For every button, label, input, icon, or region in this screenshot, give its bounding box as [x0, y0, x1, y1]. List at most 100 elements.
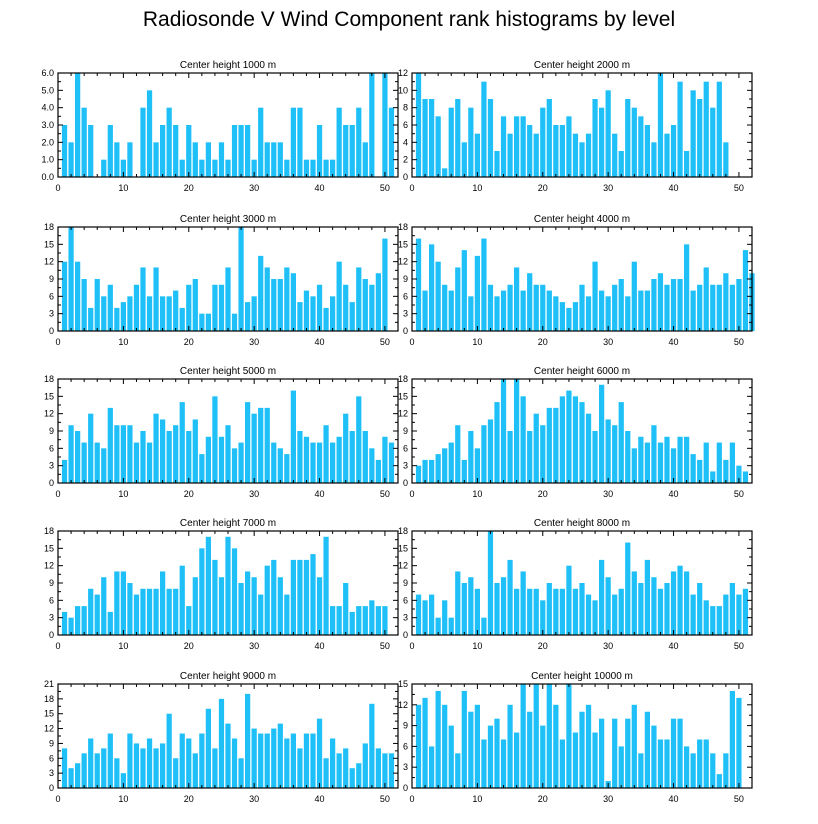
histogram-bar: [559, 302, 565, 331]
y-tick-label: 18: [44, 222, 54, 232]
histogram-bar: [153, 588, 159, 635]
y-tick-label: 18: [44, 694, 54, 704]
y-tick-label: 2: [403, 155, 408, 165]
histogram-bar: [120, 571, 126, 635]
y-tick-label: 12: [44, 724, 54, 734]
y-tick-label: 4: [403, 137, 408, 147]
histogram-bar: [500, 290, 507, 331]
y-tick-label: 10: [398, 85, 408, 95]
histogram-bar: [546, 99, 552, 177]
histogram-bar: [677, 279, 683, 331]
x-tick-label: 0: [55, 489, 60, 499]
histogram-bar: [343, 413, 349, 483]
histogram-bar: [362, 431, 368, 483]
histogram-bar: [284, 594, 290, 635]
histogram-bar: [657, 273, 664, 331]
histogram-bar: [527, 431, 533, 483]
page-title: Radiosonde V Wind Component rank histogr…: [142, 8, 676, 31]
y-tick-label: 0.0: [41, 172, 54, 182]
histogram-bar: [559, 739, 565, 788]
histogram-bar: [68, 768, 74, 788]
histogram-bar: [729, 442, 735, 483]
histogram-bar: [657, 739, 664, 788]
histogram-bar: [88, 738, 94, 788]
histogram-bar: [579, 583, 585, 635]
histogram-bar: [618, 746, 624, 788]
histogram-bar: [533, 588, 539, 635]
y-tick-label: 18: [44, 526, 54, 536]
histogram-bar: [742, 588, 749, 635]
x-tick-label: 30: [249, 794, 259, 804]
histogram-bar: [677, 718, 683, 788]
y-tick-label: 15: [44, 391, 54, 401]
histogram-bar: [101, 159, 107, 177]
histogram-bar: [429, 244, 435, 331]
histogram-bar: [258, 733, 264, 788]
histogram-bar: [88, 125, 94, 177]
x-tick-label: 50: [734, 183, 744, 193]
histogram-bar: [716, 284, 722, 331]
histogram-bar: [677, 81, 683, 177]
histogram-bar: [697, 739, 703, 788]
histogram-bar: [442, 284, 448, 331]
histogram-bar: [585, 704, 592, 788]
histogram-bar: [422, 290, 428, 331]
histogram-bar: [225, 425, 231, 483]
histogram-bar: [572, 588, 579, 635]
histogram-bar: [192, 142, 198, 177]
histogram-bar: [618, 588, 624, 635]
histogram-bar: [153, 413, 159, 483]
histogram-bar: [179, 307, 185, 331]
x-tick-label: 20: [184, 183, 194, 193]
histogram-bar: [343, 748, 349, 788]
histogram-bar: [579, 402, 585, 483]
histogram-bar: [736, 279, 742, 331]
histogram-bar: [677, 436, 683, 483]
histogram-bar: [127, 425, 133, 483]
histogram-bar: [271, 728, 277, 788]
histogram-bar: [415, 238, 422, 331]
histogram-bar: [514, 732, 520, 788]
histogram-bar: [736, 465, 742, 483]
histogram-bar: [68, 227, 74, 331]
histogram-bar: [559, 125, 565, 177]
panel-title: Center height 7000 m: [180, 518, 276, 529]
histogram-panel-8: Center height 8000 m 0 10 20 30 40 50 0 3 6 9 12 15 1…: [398, 518, 753, 651]
histogram-bar: [120, 302, 126, 331]
x-tick-label: 50: [380, 489, 390, 499]
histogram-bar: [107, 611, 113, 635]
histogram-bar: [303, 559, 310, 635]
histogram-bar: [487, 419, 494, 483]
histogram-bar: [670, 125, 677, 177]
y-tick-label: 15: [44, 709, 54, 719]
histogram-bar: [657, 588, 664, 635]
histogram-bar: [697, 459, 703, 483]
histogram-bar: [61, 459, 68, 483]
x-tick-label: 20: [538, 183, 548, 193]
histogram-bar: [638, 753, 644, 788]
histogram-bar: [487, 284, 494, 331]
histogram-bar: [697, 583, 703, 635]
histogram-bar: [258, 107, 264, 177]
histogram-bar: [723, 753, 729, 788]
histogram-panel-2: Center height 2000 m 0 10 20 30 40 50 0 2 4 6 8 10 12: [398, 60, 753, 193]
histogram-bar: [388, 753, 395, 788]
histogram-bar: [88, 413, 94, 483]
histogram-bar: [140, 748, 146, 788]
histogram-bar: [468, 711, 474, 788]
x-tick-label: 0: [409, 641, 414, 651]
histogram-bar: [670, 448, 677, 483]
histogram-bar: [160, 125, 166, 177]
histogram-bar: [199, 313, 205, 331]
histogram-bar: [644, 125, 650, 177]
histogram-bar: [218, 698, 225, 788]
histogram-panel-6: Center height 6000 m 0 10 20 30 40 50 0 3 6 9 12 15 1…: [398, 366, 753, 499]
histogram-bar: [336, 606, 342, 635]
x-tick-label: 50: [380, 183, 390, 193]
panel-title: Center height 3000 m: [180, 214, 276, 225]
histogram-bar: [599, 290, 605, 331]
histogram-bar: [303, 733, 310, 788]
histogram-bar: [218, 577, 225, 635]
histogram-bar: [690, 454, 696, 483]
histogram-bar: [81, 107, 87, 177]
